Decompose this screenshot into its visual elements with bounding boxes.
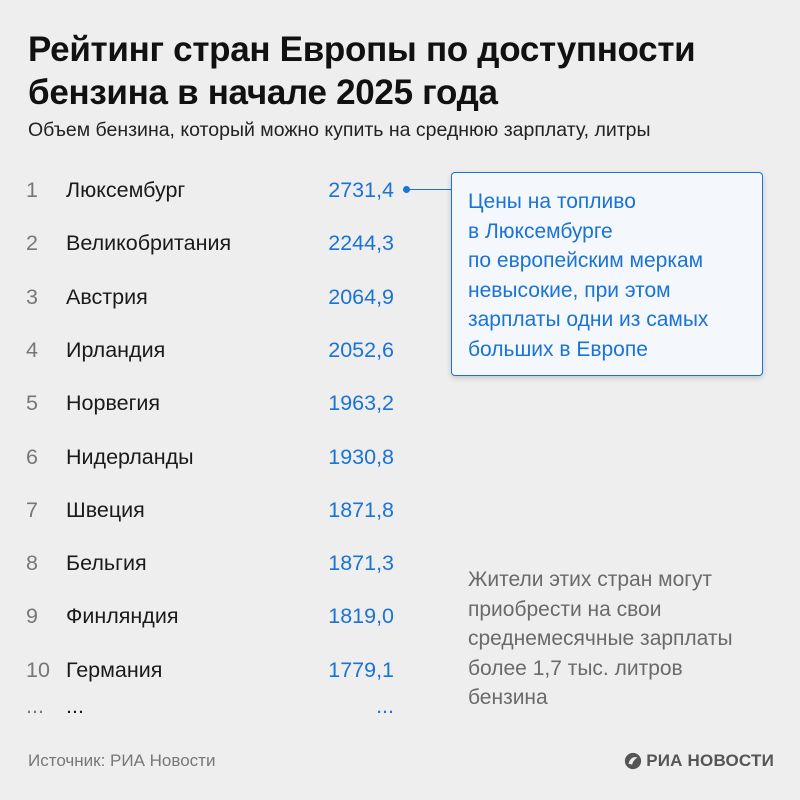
row-value: 2244,3: [328, 231, 394, 256]
row-rank: 6: [26, 444, 38, 469]
row-rank: 4: [26, 337, 38, 362]
row-rank: 3: [26, 284, 38, 309]
row-value: 1779,1: [328, 657, 394, 682]
page-subtitle: Объем бензина, который можно купить на с…: [28, 119, 651, 141]
row-value: 1871,3: [328, 551, 394, 576]
table-row: 5 Норвегия 1963,2: [0, 388, 420, 418]
row-country: Германия: [66, 657, 163, 682]
table-row: 10 Германия 1779,1: [0, 655, 420, 685]
table-row: 6 Нидерланды 1930,8: [0, 442, 420, 472]
ranking-table: 1 Люксембург 2731,4 2 Великобритания 2244,3 3 А…: [0, 175, 420, 721]
row-value: 2064,9: [328, 284, 394, 309]
row-country: Австрия: [66, 284, 148, 309]
row-rank: ...: [26, 694, 44, 718]
row-rank: 8: [26, 551, 38, 576]
row-rank: 1: [26, 178, 38, 202]
summary-note: Жители этих стран могут приобрести на св…: [468, 568, 733, 709]
logo-text: РИА НОВОСТИ: [646, 751, 774, 770]
row-rank: 9: [26, 604, 38, 629]
row-country: Великобритания: [66, 231, 232, 256]
source-note: Источник: РИА Новости: [28, 751, 216, 770]
row-rank: 10: [26, 657, 50, 682]
row-country: ...: [66, 694, 84, 718]
row-value: 1963,2: [328, 391, 394, 416]
row-rank: 2: [26, 231, 38, 256]
callout-connector-dot: [403, 186, 410, 193]
ria-novosti-logo-icon: [625, 752, 642, 770]
row-country: Ирландия: [66, 337, 166, 362]
table-row: 3 Австрия 2064,9: [0, 282, 420, 312]
row-country: Нидерланды: [66, 444, 194, 469]
row-country: Швеция: [66, 497, 145, 522]
row-country: Люксембург: [66, 178, 186, 202]
row-value: 1819,0: [328, 604, 394, 629]
row-value: 2731,4: [328, 178, 394, 202]
row-country: Бельгия: [66, 551, 147, 576]
table-row: 9 Финляндия 1819,0: [0, 601, 420, 631]
table-row: 8 Бельгия 1871,3: [0, 548, 420, 578]
row-country: Финляндия: [66, 604, 179, 629]
row-value: 2052,6: [328, 337, 394, 362]
callout-connector-line: [410, 189, 452, 191]
row-rank: 5: [26, 391, 38, 416]
row-value: 1871,8: [328, 497, 394, 522]
ria-novosti-logo: РИА НОВОСТИ: [624, 750, 774, 772]
table-row: 4 Ирландия 2052,6: [0, 335, 420, 365]
row-country: Норвегия: [66, 391, 161, 416]
table-row: 2 Великобритания 2244,3: [0, 228, 420, 258]
row-value: ...: [376, 694, 394, 718]
page-title: Рейтинг стран Европы по доступности бенз…: [28, 30, 696, 112]
luxembourg-callout: Цены на топливо в Люксембурге по европей…: [451, 172, 763, 376]
row-value: 1930,8: [328, 444, 394, 469]
table-row: 7 Швеция 1871,8: [0, 495, 420, 525]
table-row: .........: [0, 691, 420, 721]
row-rank: 7: [26, 497, 38, 522]
table-row: 1 Люксембург 2731,4: [0, 175, 420, 205]
